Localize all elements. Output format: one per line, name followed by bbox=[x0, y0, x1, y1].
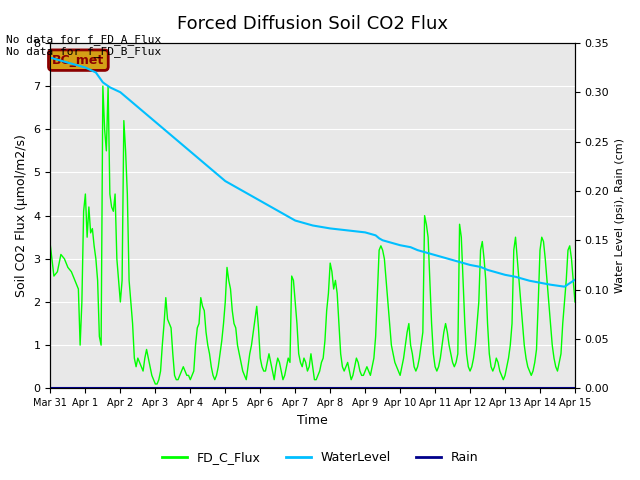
WaterLevel bbox=[106, 84, 114, 90]
Line: FD_C_Flux: FD_C_Flux bbox=[51, 86, 575, 384]
FD_C_Flux bbox=[167, 325, 175, 331]
WaterLevel bbox=[344, 228, 351, 233]
FD_C_Flux bbox=[571, 299, 579, 305]
WaterLevel bbox=[257, 198, 264, 204]
Line: WaterLevel: WaterLevel bbox=[51, 58, 575, 287]
FD_C_Flux bbox=[47, 243, 54, 249]
WaterLevel bbox=[204, 163, 212, 169]
WaterLevel bbox=[518, 276, 526, 282]
WaterLevel bbox=[536, 280, 544, 286]
WaterLevel bbox=[99, 80, 107, 85]
Y-axis label: Soil CO2 Flux (μmol/m2/s): Soil CO2 Flux (μmol/m2/s) bbox=[15, 134, 28, 297]
Text: BC_met: BC_met bbox=[52, 54, 104, 67]
WaterLevel bbox=[362, 229, 369, 235]
WaterLevel bbox=[64, 60, 72, 65]
WaterLevel bbox=[484, 267, 492, 273]
WaterLevel bbox=[47, 55, 54, 60]
FD_C_Flux bbox=[152, 381, 159, 387]
WaterLevel bbox=[420, 249, 428, 255]
WaterLevel bbox=[501, 272, 509, 278]
WaterLevel bbox=[326, 226, 334, 231]
WaterLevel bbox=[169, 134, 177, 140]
WaterLevel bbox=[477, 264, 484, 270]
FD_C_Flux bbox=[99, 83, 107, 89]
WaterLevel bbox=[221, 178, 229, 184]
WaterLevel bbox=[547, 282, 554, 288]
WaterLevel bbox=[525, 278, 533, 284]
WaterLevel bbox=[239, 188, 246, 194]
WaterLevel bbox=[386, 240, 394, 245]
Title: Forced Diffusion Soil CO2 Flux: Forced Diffusion Soil CO2 Flux bbox=[177, 15, 448, 33]
WaterLevel bbox=[379, 238, 387, 243]
WaterLevel bbox=[372, 232, 380, 238]
FD_C_Flux bbox=[486, 351, 493, 357]
Legend: FD_C_Flux, WaterLevel, Rain: FD_C_Flux, WaterLevel, Rain bbox=[157, 446, 483, 469]
Text: No data for f_FD_A_Flux
No data for f_FD_B_Flux: No data for f_FD_A_Flux No data for f_FD… bbox=[6, 34, 162, 57]
WaterLevel bbox=[152, 119, 159, 125]
WaterLevel bbox=[291, 217, 299, 223]
WaterLevel bbox=[274, 208, 282, 214]
X-axis label: Time: Time bbox=[298, 414, 328, 427]
WaterLevel bbox=[491, 269, 499, 275]
WaterLevel bbox=[512, 274, 520, 280]
WaterLevel bbox=[186, 149, 194, 155]
WaterLevel bbox=[456, 259, 463, 265]
FD_C_Flux bbox=[513, 256, 521, 262]
WaterLevel bbox=[134, 104, 141, 110]
WaterLevel bbox=[396, 242, 404, 248]
WaterLevel bbox=[375, 235, 383, 241]
WaterLevel bbox=[116, 89, 124, 95]
FD_C_Flux bbox=[532, 347, 540, 352]
WaterLevel bbox=[571, 277, 579, 283]
WaterLevel bbox=[442, 255, 449, 261]
WaterLevel bbox=[561, 284, 568, 289]
WaterLevel bbox=[407, 244, 415, 250]
WaterLevel bbox=[449, 257, 456, 263]
Y-axis label: Water Level (psi), Rain (cm): Water Level (psi), Rain (cm) bbox=[615, 138, 625, 293]
WaterLevel bbox=[431, 252, 439, 258]
WaterLevel bbox=[309, 223, 317, 228]
FD_C_Flux bbox=[272, 364, 280, 370]
WaterLevel bbox=[554, 283, 561, 288]
WaterLevel bbox=[466, 262, 474, 268]
WaterLevel bbox=[81, 65, 89, 71]
WaterLevel bbox=[92, 70, 100, 75]
WaterLevel bbox=[414, 247, 422, 253]
FD_C_Flux bbox=[492, 355, 500, 361]
